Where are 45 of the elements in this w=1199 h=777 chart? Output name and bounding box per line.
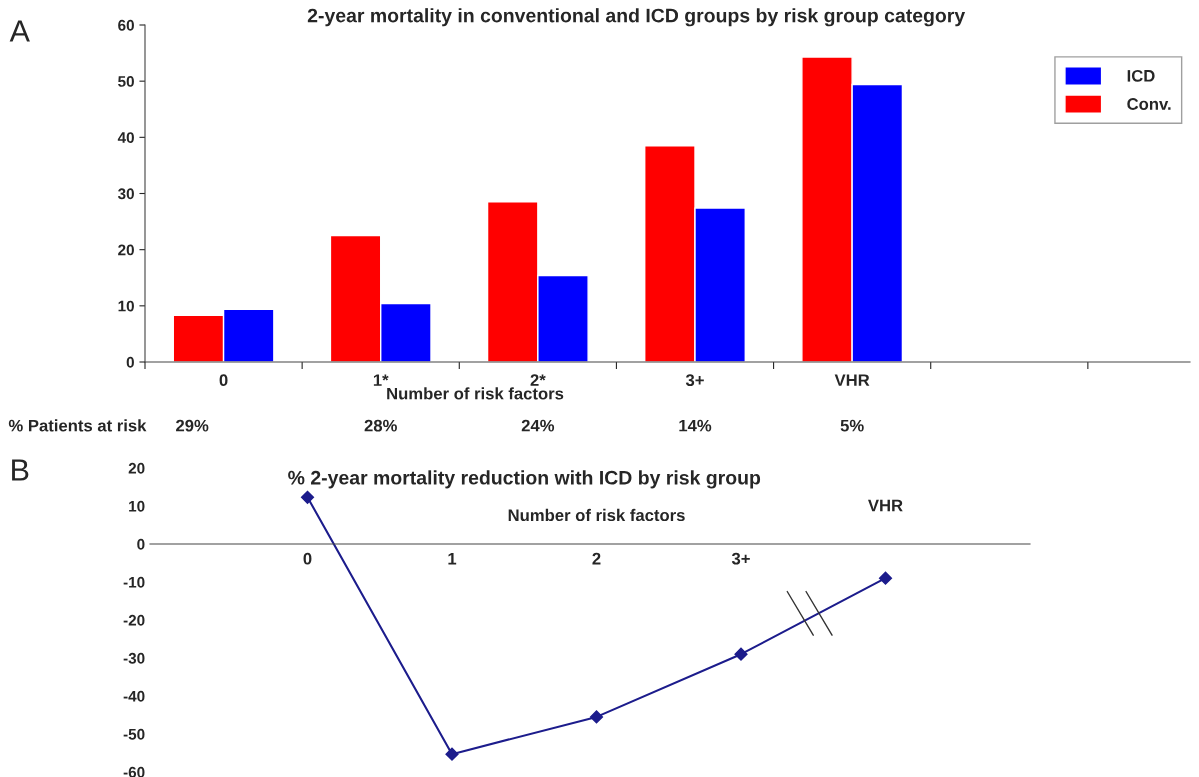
y-tick-label: 60 [118,19,134,31]
y-tick-label: -10 [123,576,145,588]
y-tick-label: -20 [123,614,145,626]
text: 14% [679,419,712,432]
text: 28% [364,419,397,432]
y-tick-label: -40 [123,690,145,702]
text: B [12,459,29,481]
y-tick-label: 20 [128,462,145,474]
x-tick-label: VHR [834,374,870,386]
legend-label: Conv. [1127,98,1171,110]
y-tick-label: 20 [118,244,134,256]
point [878,571,893,585]
y-tick-label: 10 [118,300,134,312]
x-tick-label: 1* [373,374,389,386]
y-tick-label: -30 [123,652,145,664]
x-tick-label: 3+ [685,374,704,387]
x-tick-label: 0 [303,552,312,565]
x-axis-title: Number of risk factors [508,508,685,522]
y-tick-label: 30 [117,188,134,200]
text: 5% [840,419,864,432]
x-tick-label: 2 [592,552,601,565]
chart-title: % 2-year mortality reduction with ICD by risk group [288,470,761,489]
y-tick-label: 10 [129,500,145,512]
x-tick-label: 0 [219,374,228,387]
y-tick-label: 0 [126,356,134,368]
x-tick-label: 2* [530,374,546,386]
point [589,710,604,724]
text: 29% [176,419,209,432]
legend-label: ICD [1127,69,1155,82]
x-tick-label: VHR [868,499,903,512]
text: 24% [521,419,555,432]
y-tick-label: 0 [137,538,145,550]
x-axis-title: Number of risk factors [387,387,564,400]
y-tick-label: -60 [123,766,145,777]
point [445,747,459,761]
point [300,490,315,504]
x-tick-label: 3+ [731,552,750,565]
y-tick-label: 40 [117,132,134,144]
text: A [9,20,30,42]
point [734,647,748,661]
text: % Patients at risk [8,419,147,432]
chart-title: 2-year mortality in conventional and ICD groups by risk group category [307,8,966,27]
y-tick-label: -50 [123,728,145,740]
x-tick-label: 1 [448,552,457,565]
y-tick-label: 50 [118,76,134,87]
